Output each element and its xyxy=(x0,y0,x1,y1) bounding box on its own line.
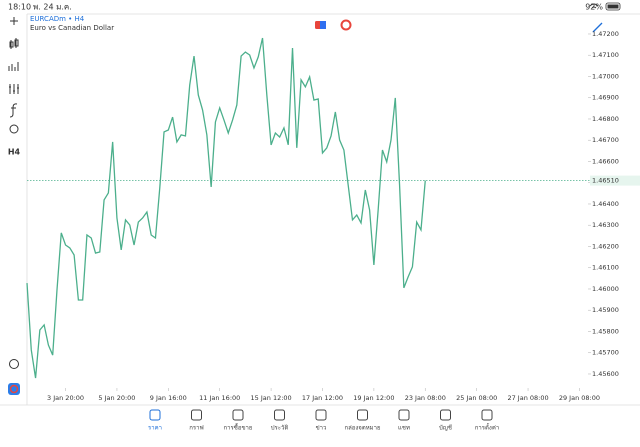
y-tick-label: 1.45900 xyxy=(592,306,619,314)
plot: 1.45600 1.45700 1.45800 1.45900 1.46000 1.461… xyxy=(26,30,640,432)
zoom-icon[interactable] xyxy=(9,359,19,369)
current-price-label: 1.46510 xyxy=(592,177,619,185)
y-tick-label: 1.47000 xyxy=(592,72,619,80)
x-tick-label: 5 Jan 20:00 xyxy=(98,394,135,402)
crosshair-icon[interactable] xyxy=(10,17,18,25)
y-tick-label: 1.46000 xyxy=(592,285,619,293)
x-tick-label: 9 Jan 16:00 xyxy=(150,394,187,402)
price-line-series xyxy=(26,37,426,379)
status-time: 18:10 xyxy=(8,3,31,12)
one-click-icon[interactable] xyxy=(340,19,352,31)
x-tick-label: 19 Jan 12:00 xyxy=(353,394,394,402)
settings-icon[interactable] xyxy=(9,84,19,94)
y-tick-label: 1.46300 xyxy=(592,221,619,229)
y-tick-label: 1.45800 xyxy=(592,327,619,335)
indicators-icon[interactable] xyxy=(8,62,19,71)
symbol-name[interactable]: EURCADm • H4 xyxy=(30,15,85,23)
timeframe[interactable]: H4 xyxy=(8,148,21,157)
symbol-description: Euro vs Canadian Dollar xyxy=(30,24,114,32)
y-tick-label: 1.46900 xyxy=(592,94,619,102)
status-date: พ. 24 ม.ค. xyxy=(33,3,72,12)
nav-icon[interactable] xyxy=(274,409,285,421)
nav-label[interactable]: แชท xyxy=(398,425,410,432)
battery-level xyxy=(607,4,619,9)
nav-icon[interactable] xyxy=(398,409,410,421)
nav-icon[interactable] xyxy=(481,409,493,421)
x-tick-label: 29 Jan 08:00 xyxy=(559,394,600,402)
x-tick-label: 27 Jan 08:00 xyxy=(507,394,548,402)
x-tick-label: 3 Jan 20:00 xyxy=(47,394,84,402)
y-tick-label: 1.46200 xyxy=(592,242,619,250)
y-tick-label: 1.46800 xyxy=(592,115,619,123)
buy-button-part[interactable] xyxy=(320,21,326,29)
y-tick-label: 1.47200 xyxy=(592,30,619,38)
nav-label[interactable]: กราฟ xyxy=(189,425,203,432)
nav-label[interactable]: ข่าว xyxy=(316,425,327,432)
nav-icon[interactable] xyxy=(440,409,451,421)
nav-icon[interactable] xyxy=(191,409,202,421)
nav-label[interactable]: ราคา xyxy=(148,425,162,432)
x-tick-label: 11 Jan 16:00 xyxy=(199,394,240,402)
function-icon[interactable] xyxy=(9,103,18,118)
y-tick-label: 1.47100 xyxy=(592,51,619,59)
objects-icon[interactable] xyxy=(9,124,19,134)
nav-label[interactable]: บัญชี xyxy=(439,424,452,432)
current-price-box xyxy=(590,175,640,186)
app-icon-mark xyxy=(9,384,19,394)
y-tick-label: 1.45700 xyxy=(592,349,619,357)
y-tick-label: 1.45600 xyxy=(592,370,619,378)
y-tick-label: 1.46700 xyxy=(592,136,619,144)
x-tick-label: 17 Jan 12:00 xyxy=(302,394,343,402)
nav-icon[interactable] xyxy=(149,409,161,421)
draw-line-tool[interactable] xyxy=(592,22,603,33)
battery-icon xyxy=(605,2,621,11)
y-tick-label: 1.46400 xyxy=(592,200,619,208)
x-tick-label: 25 Jan 08:00 xyxy=(456,394,497,402)
x-tick-label: 15 Jan 12:00 xyxy=(251,394,292,402)
y-tick-label: 1.46600 xyxy=(592,157,619,165)
x-tick-label: 23 Jan 08:00 xyxy=(405,394,446,402)
candles-icon[interactable] xyxy=(9,38,19,49)
left-toolbar xyxy=(8,17,19,369)
nav-label[interactable]: การตั้งค่า xyxy=(475,422,499,432)
wifi-icon xyxy=(589,3,599,9)
nav-label[interactable]: ประวัติ xyxy=(271,425,289,432)
nav-label[interactable]: การซื้อขาย xyxy=(224,422,253,432)
y-tick-label: 1.46100 xyxy=(592,264,619,272)
nav-label[interactable]: กล่องจดหมาย xyxy=(344,425,380,432)
nav-icon[interactable] xyxy=(232,409,244,421)
nav-icon[interactable] xyxy=(357,409,368,421)
nav-icon[interactable] xyxy=(315,409,327,421)
